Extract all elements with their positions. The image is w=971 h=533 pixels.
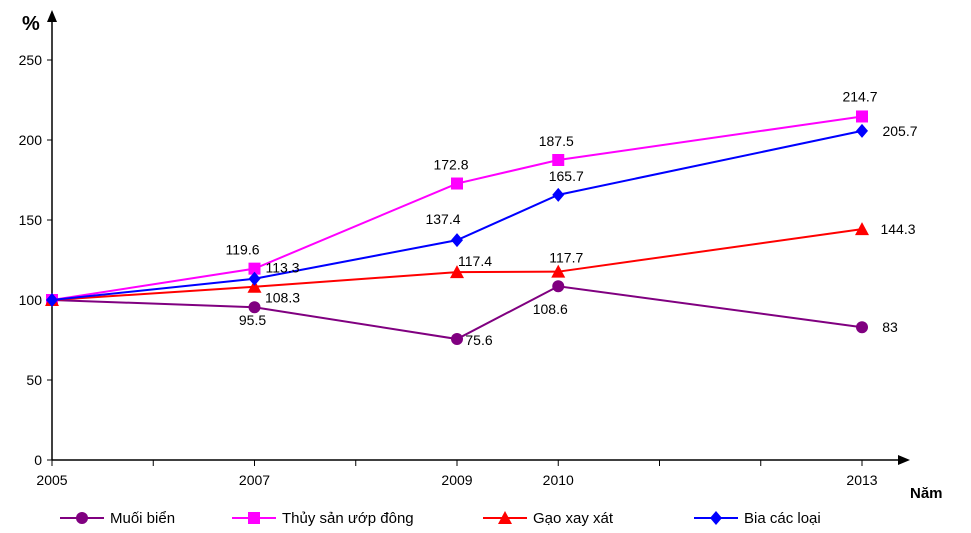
legend-label: Bia các loại <box>744 510 821 527</box>
y-tick-label: 100 <box>19 292 43 308</box>
legend-marker <box>710 511 722 525</box>
y-tick-label: 250 <box>19 52 43 68</box>
data-label: 165.7 <box>549 168 584 184</box>
data-point-marker <box>451 233 463 248</box>
data-point-marker <box>248 271 261 286</box>
x-tick-label: 2010 <box>543 472 574 488</box>
data-point-marker <box>855 222 869 236</box>
x-tick-label: 2013 <box>846 472 877 488</box>
data-label: 75.6 <box>465 332 492 348</box>
x-tick-label: 2005 <box>36 472 67 488</box>
legend-item: Muối biển <box>60 510 175 527</box>
data-label: 95.5 <box>239 312 266 328</box>
data-point-marker <box>551 264 566 278</box>
y-tick-label: 50 <box>26 372 42 388</box>
series-2 <box>45 222 869 306</box>
data-label: 117.4 <box>458 253 492 269</box>
data-point-marker <box>451 177 463 190</box>
data-label: 108.6 <box>533 301 568 317</box>
x-tick-label: 2007 <box>239 472 270 488</box>
data-label: 144.3 <box>880 221 915 237</box>
x-tick-label: 2009 <box>441 472 472 488</box>
data-point-marker <box>856 110 868 123</box>
data-point-marker <box>248 301 261 314</box>
legend-item: Thủy sản ướp đông <box>232 510 414 527</box>
data-label: 117.7 <box>549 250 583 266</box>
data-label: 119.6 <box>226 242 260 258</box>
data-label: 214.7 <box>842 88 877 104</box>
legend-item: Bia các loại <box>694 510 821 527</box>
legend-label: Gạo xay xát <box>533 510 614 527</box>
data-label: 108.3 <box>265 290 300 306</box>
data-label: 113.3 <box>266 260 300 276</box>
y-tick-label: 200 <box>19 132 43 148</box>
data-point-marker <box>248 262 261 275</box>
legend-item: Gạo xay xát <box>483 510 614 527</box>
data-point-marker <box>856 123 868 138</box>
series-line <box>51 285 863 341</box>
data-label: 137.4 <box>425 211 460 227</box>
y-tick-label: 0 <box>34 452 42 468</box>
series-3 <box>46 123 868 307</box>
legend-label: Muối biển <box>110 510 175 527</box>
x-axis-arrow <box>898 455 910 465</box>
data-point-marker <box>552 280 565 293</box>
legend-marker <box>248 512 260 524</box>
y-tick-label: 150 <box>19 212 43 228</box>
series-0 <box>46 280 868 346</box>
data-point-marker <box>856 321 868 334</box>
x-axis-title: Năm <box>910 485 943 502</box>
data-point-marker <box>552 187 565 202</box>
data-point-marker <box>552 154 565 166</box>
data-point-marker <box>450 265 464 279</box>
data-label: 83 <box>882 319 898 335</box>
legend-marker <box>76 512 88 524</box>
data-label: 205.7 <box>882 123 917 139</box>
data-point-marker <box>46 293 58 307</box>
data-point-marker <box>451 333 463 346</box>
data-label: 172.8 <box>433 157 468 173</box>
y-axis-title: % <box>22 13 40 35</box>
legend-label: Thủy sản ướp đông <box>282 510 414 527</box>
data-label: 187.5 <box>539 133 574 149</box>
data-point-marker <box>247 279 262 293</box>
y-axis-arrow <box>47 10 57 22</box>
legend-marker <box>498 511 512 524</box>
